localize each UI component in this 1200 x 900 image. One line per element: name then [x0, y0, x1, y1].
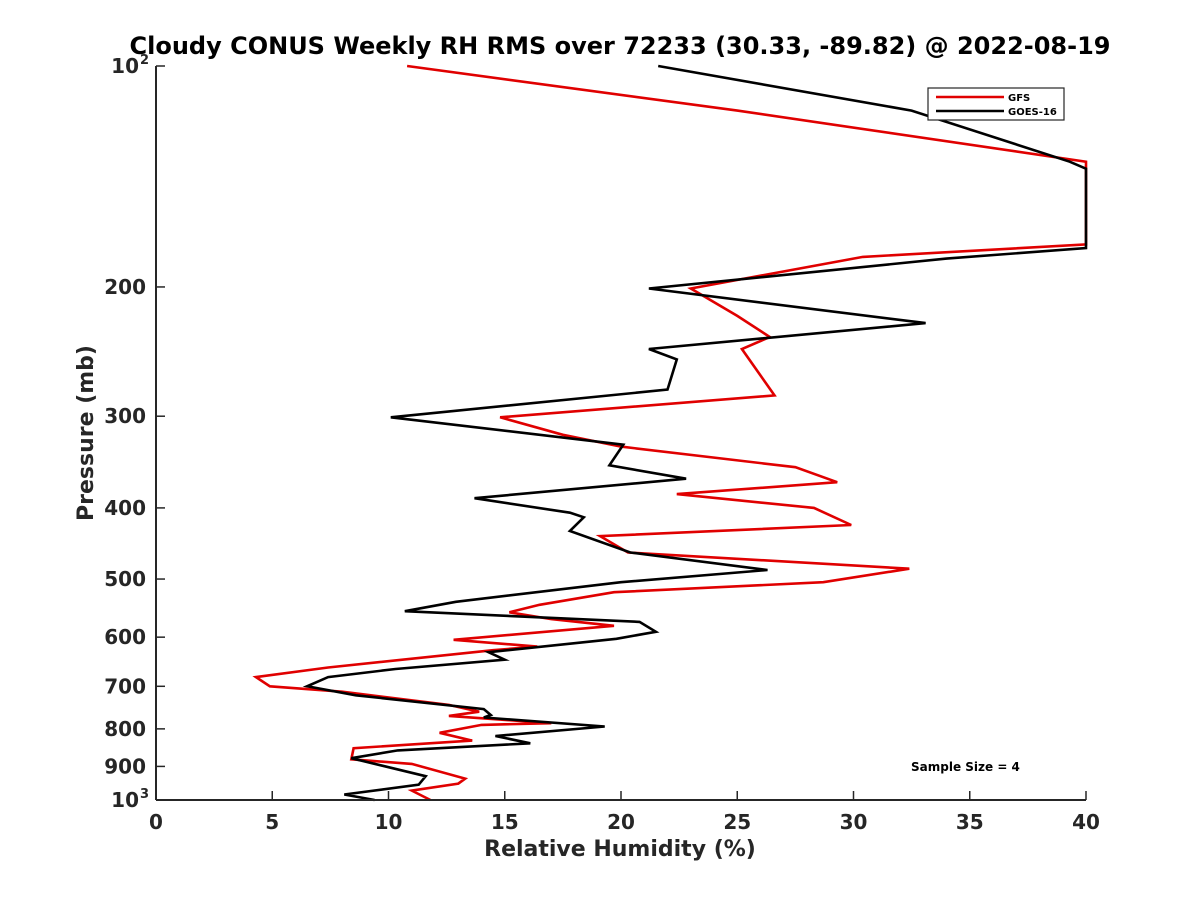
chart-title: Cloudy CONUS Weekly RH RMS over 72233 (3… — [130, 32, 1111, 60]
legend-label-gfs: GFS — [1008, 93, 1030, 104]
y-tick-label: 600 — [104, 625, 146, 649]
x-tick-label: 0 — [149, 810, 163, 834]
y-tick-label: 200 — [104, 275, 146, 299]
y-tick-label: 300 — [104, 404, 146, 428]
y-axis-label: Pressure (mb) — [74, 345, 99, 521]
y-tick-label: 10 — [111, 54, 139, 78]
x-tick-label: 10 — [375, 810, 403, 834]
x-ticks: 0 5 10 15 20 25 30 35 40 — [149, 791, 1100, 834]
y-tick-label: 500 — [104, 567, 146, 591]
legend-box — [927, 87, 1065, 121]
plot-background — [156, 66, 1086, 800]
plot-area: 0 5 10 15 20 25 30 35 40 10 220030040050060070080… — [104, 53, 1100, 834]
y-tick-exponent: 2 — [140, 53, 149, 68]
series-line-gfs — [252, 64, 1088, 802]
x-tick-label: 25 — [723, 810, 751, 834]
x-tick-label: 35 — [956, 810, 984, 834]
legend-label-goes16: GOES-16 — [1008, 107, 1057, 118]
sample-size-annotation: Sample Size = 4 — [911, 760, 1020, 774]
y-tick-label: 900 — [104, 754, 146, 778]
x-tick-label: 30 — [840, 810, 868, 834]
x-tick-label: 40 — [1072, 810, 1100, 834]
y-tick-exponent: 3 — [140, 787, 149, 802]
y-tick-label: 800 — [104, 717, 146, 741]
y-tick-label: 700 — [104, 674, 146, 698]
series-line-goes16 — [302, 64, 1088, 802]
legend: GFS GOES-16 — [927, 87, 1065, 121]
series-layer — [252, 64, 1088, 802]
x-tick-label: 20 — [607, 810, 635, 834]
x-axis-label: Relative Humidity (%) — [484, 837, 756, 862]
y-tick-label: 10 — [111, 788, 139, 812]
y-tick-label: 400 — [104, 496, 146, 520]
x-tick-label: 5 — [265, 810, 279, 834]
x-tick-label: 15 — [491, 810, 519, 834]
